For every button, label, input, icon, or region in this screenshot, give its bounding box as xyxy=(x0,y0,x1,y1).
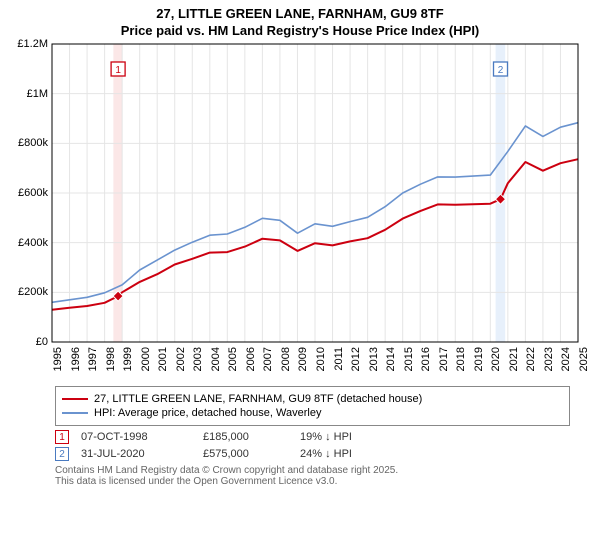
x-tick-label: 2020 xyxy=(490,347,502,377)
x-tick-label: 2001 xyxy=(157,347,169,377)
x-tick-label: 2013 xyxy=(368,347,380,377)
x-tick-label: 2017 xyxy=(438,347,450,377)
sale-diff: 19% ↓ HPI xyxy=(300,431,380,443)
sale-row: 1 07-OCT-1998 £185,000 19% ↓ HPI xyxy=(55,430,570,444)
x-tick-label: 2009 xyxy=(297,347,309,377)
sale-diff: 24% ↓ HPI xyxy=(300,448,380,460)
title-line-2: Price paid vs. HM Land Registry's House … xyxy=(8,23,592,38)
x-tick-label: 1999 xyxy=(122,347,134,377)
x-tick-label: 2012 xyxy=(350,347,362,377)
legend-swatch xyxy=(62,398,88,401)
x-tick-label: 2007 xyxy=(262,347,274,377)
x-tick-label: 2002 xyxy=(175,347,187,377)
x-tick-label: 2021 xyxy=(508,347,520,377)
sale-date: 31-JUL-2020 xyxy=(81,448,191,460)
x-tick-label: 2004 xyxy=(210,347,222,377)
x-tick-label: 2000 xyxy=(140,347,152,377)
y-tick-label: £800k xyxy=(6,137,48,149)
x-tick-label: 2015 xyxy=(403,347,415,377)
legend-row: 27, LITTLE GREEN LANE, FARNHAM, GU9 8TF … xyxy=(62,393,563,405)
x-tick-label: 1995 xyxy=(52,347,64,377)
footer-line: This data is licensed under the Open Gov… xyxy=(55,476,570,487)
chart-plot-area: 12£0£200k£400k£600k£800k£1M£1.2M19951996… xyxy=(4,40,596,380)
x-tick-label: 2022 xyxy=(525,347,537,377)
y-tick-label: £1.2M xyxy=(6,38,48,50)
sale-price: £185,000 xyxy=(203,431,288,443)
x-tick-label: 2010 xyxy=(315,347,327,377)
legend-swatch xyxy=(62,412,88,414)
sale-price: £575,000 xyxy=(203,448,288,460)
x-tick-label: 1998 xyxy=(105,347,117,377)
sale-marker-icon: 1 xyxy=(55,430,69,444)
x-tick-label: 2023 xyxy=(543,347,555,377)
legend-row: HPI: Average price, detached house, Wave… xyxy=(62,407,563,419)
chart-svg: 12 xyxy=(4,40,596,380)
y-tick-label: £400k xyxy=(6,237,48,249)
sale-callout-number: 1 xyxy=(115,65,121,76)
x-tick-label: 1996 xyxy=(70,347,82,377)
x-tick-label: 2014 xyxy=(385,347,397,377)
y-tick-label: £1M xyxy=(6,88,48,100)
y-tick-label: £600k xyxy=(6,187,48,199)
x-tick-label: 2003 xyxy=(192,347,204,377)
x-tick-label: 2024 xyxy=(560,347,572,377)
x-tick-label: 2005 xyxy=(227,347,239,377)
sales-table: 1 07-OCT-1998 £185,000 19% ↓ HPI 2 31-JUL-202… xyxy=(55,430,570,461)
x-tick-label: 2016 xyxy=(420,347,432,377)
legend-box: 27, LITTLE GREEN LANE, FARNHAM, GU9 8TF … xyxy=(55,386,570,426)
sale-callout-number: 2 xyxy=(498,65,504,76)
x-tick-label: 2006 xyxy=(245,347,257,377)
y-tick-label: £200k xyxy=(6,286,48,298)
chart-title: 27, LITTLE GREEN LANE, FARNHAM, GU9 8TF … xyxy=(0,0,600,40)
x-tick-label: 1997 xyxy=(87,347,99,377)
title-line-1: 27, LITTLE GREEN LANE, FARNHAM, GU9 8TF xyxy=(8,6,592,21)
x-tick-label: 2025 xyxy=(578,347,590,377)
legend-label: HPI: Average price, detached house, Wave… xyxy=(94,407,321,419)
y-tick-label: £0 xyxy=(6,336,48,348)
footer-line: Contains HM Land Registry data © Crown c… xyxy=(55,465,570,476)
x-tick-label: 2011 xyxy=(333,347,345,377)
sale-date: 07-OCT-1998 xyxy=(81,431,191,443)
x-tick-label: 2008 xyxy=(280,347,292,377)
sale-marker-icon: 2 xyxy=(55,447,69,461)
footer: Contains HM Land Registry data © Crown c… xyxy=(55,465,570,487)
legend-label: 27, LITTLE GREEN LANE, FARNHAM, GU9 8TF … xyxy=(94,393,422,405)
x-tick-label: 2018 xyxy=(455,347,467,377)
x-tick-label: 2019 xyxy=(473,347,485,377)
sale-row: 2 31-JUL-2020 £575,000 24% ↓ HPI xyxy=(55,447,570,461)
